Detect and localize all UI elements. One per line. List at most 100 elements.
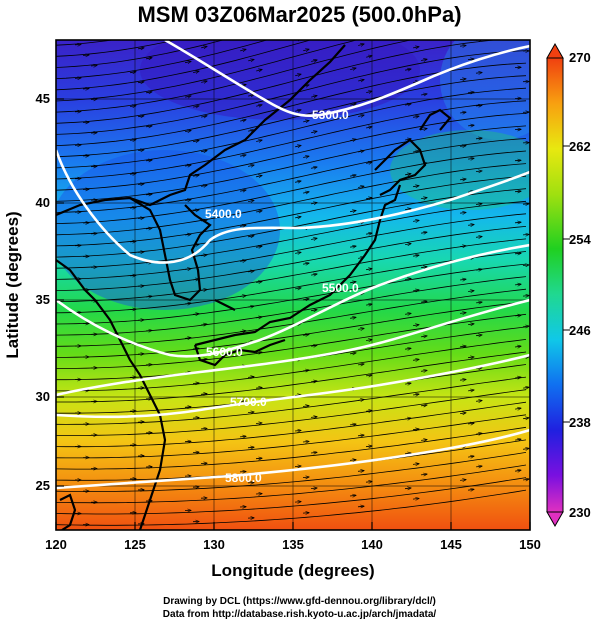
wind-arrow xyxy=(311,96,317,98)
wind-arrow xyxy=(366,162,372,163)
credit-drawing: Drawing by DCL (https://www.gfd-dennou.o… xyxy=(163,596,436,607)
wind-arrow xyxy=(303,192,309,193)
wind-arrow xyxy=(185,96,191,97)
wind-arrow xyxy=(350,33,356,35)
wind-arrow xyxy=(311,167,317,168)
wind-arrow xyxy=(239,401,246,402)
wind-arrow xyxy=(184,407,191,408)
x-tick-label: 130 xyxy=(203,537,225,552)
wind-arrow xyxy=(256,317,262,318)
wind-arrow xyxy=(311,238,317,239)
streamline xyxy=(56,40,177,57)
wind-arrow xyxy=(531,367,537,368)
wind-arrow xyxy=(303,370,309,371)
wind-arrow xyxy=(358,44,364,46)
wind-arrow xyxy=(405,34,411,35)
colorbar-tick-label: 230 xyxy=(569,505,591,520)
wind-arrow xyxy=(201,151,207,152)
wind-arrow xyxy=(476,433,482,434)
wind-arrow xyxy=(184,303,191,304)
colorbar-tick-label: 254 xyxy=(569,232,591,247)
wind-arrow xyxy=(515,408,521,409)
wind-arrow xyxy=(256,211,262,212)
wind-arrow xyxy=(413,151,419,152)
wind-arrow xyxy=(311,310,317,311)
colorbar-min-arrow xyxy=(546,511,564,528)
wind-arrow xyxy=(366,127,372,128)
wind-arrow xyxy=(405,313,411,314)
wind-arrow xyxy=(468,423,474,424)
wind-arrow xyxy=(74,44,81,45)
streamline xyxy=(56,414,527,459)
streamline xyxy=(56,489,527,526)
wind-arrow xyxy=(366,198,372,199)
wind-arrow xyxy=(240,331,246,332)
streamline xyxy=(56,87,527,169)
wind-arrow xyxy=(248,271,254,272)
wind-arrow xyxy=(303,49,309,51)
wind-arrow xyxy=(366,20,372,22)
wind-arrow xyxy=(255,423,262,424)
wind-arrow xyxy=(460,179,466,180)
wind-arrow xyxy=(310,452,317,453)
wind-arrow xyxy=(240,49,246,51)
wind-arrow xyxy=(522,326,529,327)
wind-arrow xyxy=(531,427,537,428)
wind-arrow xyxy=(413,116,419,117)
streamline xyxy=(56,426,527,470)
wind-arrow xyxy=(413,290,419,291)
wind-arrow xyxy=(302,406,309,407)
wind-arrow xyxy=(358,400,364,401)
y-axis: 45 40 35 30 25 Latitude (degrees) xyxy=(3,91,64,493)
wind-arrow xyxy=(366,375,372,376)
wind-arrow xyxy=(349,424,356,425)
wind-arrow xyxy=(240,190,246,191)
wind-arrow xyxy=(256,140,262,141)
wind-arrow xyxy=(349,495,356,496)
wind-arrow xyxy=(350,317,356,318)
wind-arrow xyxy=(366,269,372,270)
streamline xyxy=(56,200,527,269)
wind-arrow xyxy=(200,394,207,395)
wind-arrow xyxy=(421,129,427,130)
wind-arrow xyxy=(421,198,427,199)
wind-arrow xyxy=(201,185,207,186)
streamline xyxy=(56,40,312,91)
wind-arrow xyxy=(476,269,482,270)
wind-arrow xyxy=(421,59,427,60)
wind-arrow xyxy=(476,368,482,369)
contour-label-5600: 5600.0 xyxy=(206,345,243,359)
wind-arrow xyxy=(193,175,199,176)
wind-arrow xyxy=(137,184,144,185)
wind-arrow xyxy=(523,418,529,419)
wind-arrow xyxy=(82,55,89,56)
x-tick-label: 145 xyxy=(440,537,462,552)
wind-arrow xyxy=(349,460,356,461)
wind-arrow xyxy=(460,346,466,347)
wind-arrow xyxy=(358,186,364,187)
x-tick-label: 135 xyxy=(282,537,304,552)
x-tick-label: 140 xyxy=(361,537,383,552)
wind-arrow xyxy=(146,92,152,93)
y-tick-label: 30 xyxy=(36,389,50,404)
wind-arrow xyxy=(468,324,474,325)
wind-arrow xyxy=(248,130,254,131)
wind-arrow xyxy=(412,464,419,465)
wind-arrow xyxy=(514,222,521,223)
wind-arrow xyxy=(295,74,301,76)
wind-arrow xyxy=(184,338,191,339)
wind-arrow xyxy=(460,413,466,414)
wind-arrow xyxy=(146,58,152,59)
wind-arrow xyxy=(514,253,521,254)
wind-arrow xyxy=(201,46,207,47)
wind-streamlines xyxy=(56,12,537,526)
wind-arrow xyxy=(366,304,372,305)
wind-arrow xyxy=(468,225,474,226)
wind-arrow xyxy=(366,233,372,234)
wind-arrow xyxy=(460,12,466,13)
wind-arrow xyxy=(413,359,419,360)
wind-arrow xyxy=(193,141,199,142)
wind-arrow xyxy=(421,232,427,233)
wind-arrow xyxy=(193,106,199,107)
wind-arrow xyxy=(515,377,521,378)
